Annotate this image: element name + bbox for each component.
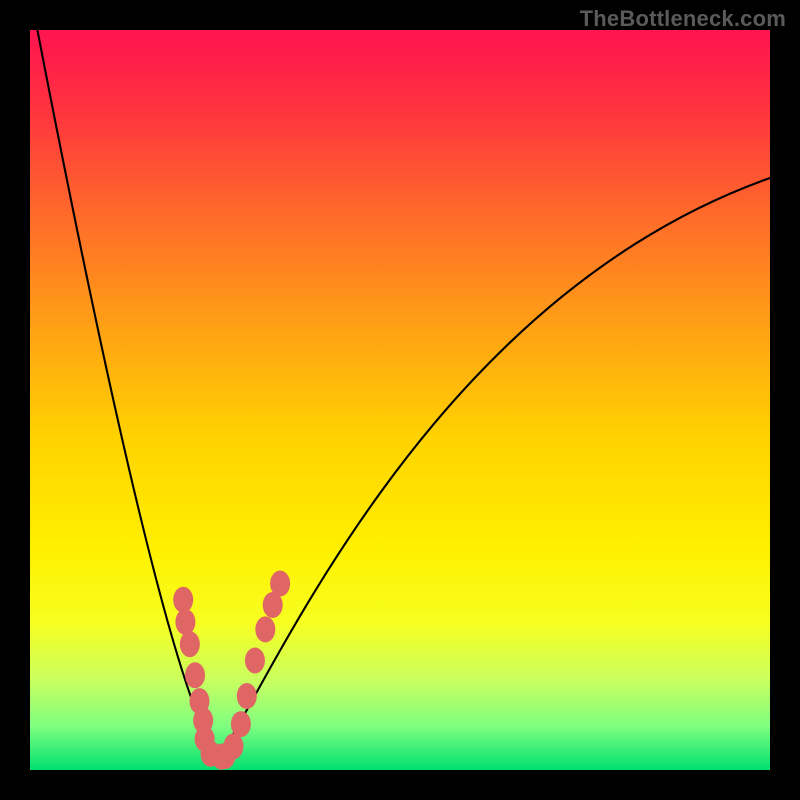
chart-container: TheBottleneck.com — [0, 0, 800, 800]
data-marker — [237, 683, 257, 709]
bottleneck-curve-chart — [0, 0, 800, 800]
data-marker — [231, 711, 251, 737]
data-marker — [224, 733, 244, 759]
data-marker — [270, 571, 290, 597]
data-marker — [245, 647, 265, 673]
data-marker — [185, 662, 205, 688]
gradient-plot-background — [30, 30, 770, 770]
data-marker — [255, 616, 275, 642]
data-marker — [180, 631, 200, 657]
watermark-text: TheBottleneck.com — [580, 6, 786, 32]
data-marker — [173, 587, 193, 613]
data-marker — [175, 609, 195, 635]
